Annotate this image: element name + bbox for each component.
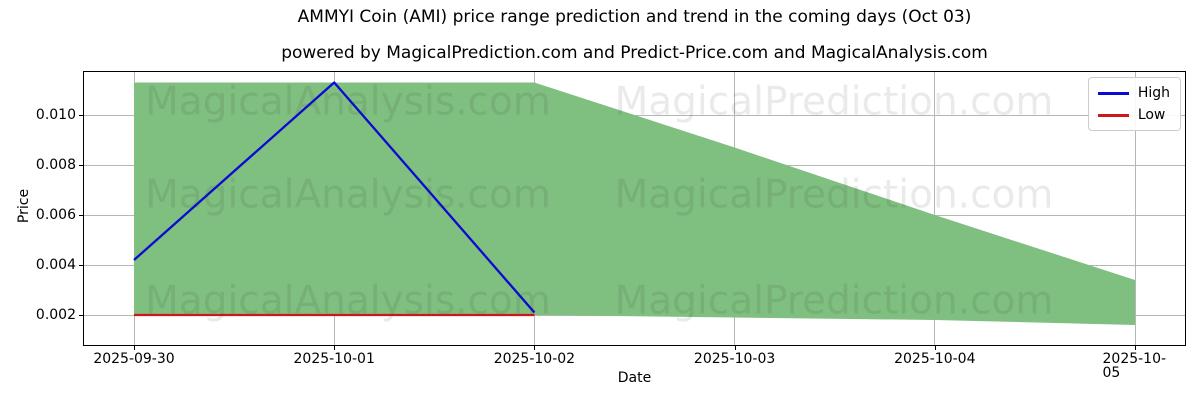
gridline-horizontal xyxy=(84,114,1185,116)
y-tick-mark xyxy=(79,315,83,316)
watermark-text: MagicalAnalysis.com xyxy=(145,278,551,324)
legend: High Low xyxy=(1087,77,1181,131)
watermark-text: MagicalPrediction.com xyxy=(614,79,1054,125)
legend-item-high: High xyxy=(1097,85,1170,101)
x-tick-mark xyxy=(734,346,736,350)
watermark-text: MagicalPrediction.com xyxy=(614,278,1054,324)
plot-area: High Low xyxy=(83,71,1186,346)
chart-subtitle: powered by MagicalPrediction.com and Pre… xyxy=(281,43,988,63)
x-tick-label: 2025-10-04 xyxy=(894,351,976,367)
x-tick-label: 2025-10-03 xyxy=(693,351,776,367)
y-tick-label: 0.010 xyxy=(35,107,76,123)
x-tick-mark xyxy=(134,346,135,350)
gridline-vertical xyxy=(1134,72,1136,345)
legend-label: High xyxy=(1137,85,1170,101)
legend-label: Low xyxy=(1137,107,1166,123)
y-tick-mark xyxy=(79,115,83,116)
y-tick-label: 0.006 xyxy=(35,207,76,223)
low-line-swatch-icon xyxy=(1097,113,1129,117)
price-range-band xyxy=(134,82,1135,325)
x-tick-mark xyxy=(334,346,336,350)
x-tick-label: 2025-10-02 xyxy=(493,351,576,367)
y-tick-mark xyxy=(79,165,83,166)
gridline-vertical xyxy=(934,72,936,345)
y-tick-label: 0.008 xyxy=(35,157,76,173)
x-tick-mark xyxy=(534,346,536,350)
x-tick-label: 2025-10-01 xyxy=(293,351,375,367)
y-tick-mark xyxy=(79,215,83,216)
chart-title: AMMYI Coin (AMI) price range prediction … xyxy=(297,7,972,27)
watermark-text: MagicalAnalysis.com xyxy=(145,79,551,125)
y-tick-label: 0.002 xyxy=(35,307,76,323)
x-tick-label: 2025-10-05 xyxy=(1102,351,1167,381)
watermark-text: MagicalAnalysis.com xyxy=(145,172,551,218)
watermark-text: MagicalPrediction.com xyxy=(614,172,1054,218)
y-tick-label: 0.004 xyxy=(35,257,76,273)
y-tick-mark xyxy=(79,265,83,266)
legend-item-low: Low xyxy=(1097,107,1170,123)
x-tick-mark xyxy=(934,346,936,350)
chart-canvas xyxy=(133,81,1135,325)
x-tick-mark xyxy=(1135,346,1136,350)
high-line-swatch-icon xyxy=(1097,91,1129,95)
high-line xyxy=(133,81,536,314)
x-axis-label: Date xyxy=(617,370,652,386)
x-tick-label: 2025-09-30 xyxy=(93,351,175,367)
